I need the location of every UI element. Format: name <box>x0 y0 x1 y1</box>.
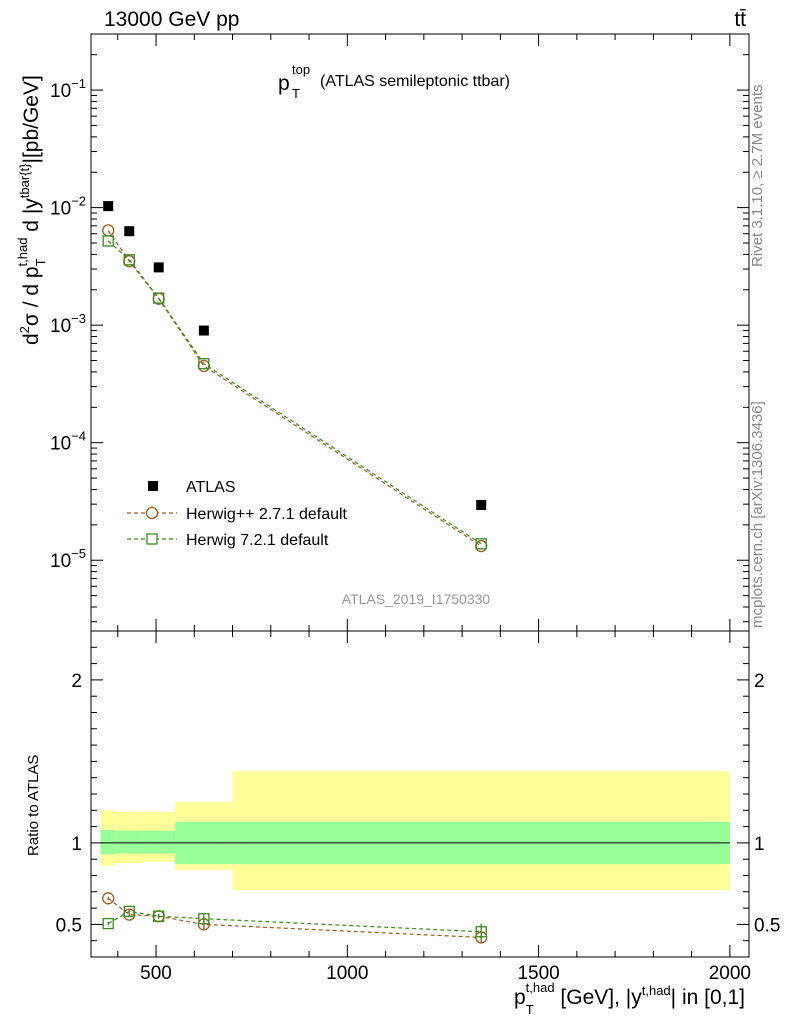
x-tick-label: 2000 <box>709 963 751 984</box>
ratio-series-line <box>107 910 482 933</box>
ratio-y-tick-label: 2 <box>754 671 765 692</box>
legend: ATLAS Herwig++ 2.7.1 default Herwig 7.2.… <box>127 479 348 549</box>
legend-marker-herwigpp <box>145 506 159 520</box>
analysis-watermark: ATLAS_2019_I1750330 <box>342 591 491 607</box>
atlas-data-point <box>124 226 135 237</box>
x-tick-label: 500 <box>140 963 172 984</box>
atlas-data-point <box>153 262 164 273</box>
x-tick-label: 1500 <box>517 963 559 984</box>
ratio-y-label: Ratio to ATLAS <box>25 755 42 856</box>
main-y-label: d2σ / d pTt,had d |ytbar{t}|[pb/GeV] <box>15 75 48 345</box>
title-main: ATLAS semileptonic ttbar <box>325 73 505 90</box>
ratio-y-tick-label: 1 <box>71 834 82 855</box>
legend-marker-herwig7 <box>146 533 158 545</box>
title-subscript: T <box>292 86 300 101</box>
atlas-data-point <box>476 500 487 511</box>
main-herwig7-point <box>153 292 165 304</box>
ratio-band-inner <box>142 830 176 854</box>
title-superscript: top <box>292 62 310 77</box>
main-herwig7-point <box>123 254 135 266</box>
ratio-y-tick-label: 2 <box>71 671 82 692</box>
ratio-herwig7-point <box>198 913 210 925</box>
ratio-herwig7-point <box>123 905 135 918</box>
title-text: (ATLAS semileptonic ttbar) <box>320 73 510 90</box>
ratio-herwigpp-point <box>102 892 115 905</box>
main-y-tick-label: 10−4 <box>50 429 86 455</box>
ratio-herwig7-point <box>153 910 165 922</box>
x-tick-label: 1000 <box>326 963 368 984</box>
main-y-tick-label: 10−5 <box>50 546 86 572</box>
ratio-band-inner <box>100 829 116 855</box>
main-series-line <box>107 230 482 547</box>
plot-title: p top T (ATLAS semileptonic ttbar) <box>278 62 510 101</box>
chart-marks: 10−5 10−4 10−3 10−2 10−1 500 1000 1500 2000 0.5 0.… <box>50 34 780 984</box>
mcplots-credit-text: mcplots.cern.ch [arXiv:1306.3436] <box>749 401 766 628</box>
legend-label-herwigpp: Herwig++ 2.7.1 default <box>186 506 348 523</box>
process-label: tt̄ <box>734 8 746 31</box>
ratio-y-tick-label: 0.5 <box>56 915 82 936</box>
title-symbol: p <box>278 72 290 95</box>
ratio-herwig7-point <box>102 917 114 930</box>
main-herwigpp-point <box>197 359 211 373</box>
energy-label: 13000 GeV pp <box>104 8 239 31</box>
legend-label-atlas: ATLAS <box>186 479 236 496</box>
atlas-data-point <box>198 325 209 336</box>
main-y-tick-label: 10−3 <box>50 311 86 337</box>
main-herwig7-point <box>198 358 210 370</box>
ratio-herwig7-point <box>475 926 487 938</box>
x-axis-label: pTt,had [GeV], |yt,had| in [0,1] <box>514 980 745 1017</box>
main-herwig7-point <box>475 538 487 550</box>
legend-label-herwig7: Herwig 7.2.1 default <box>186 532 329 549</box>
main-y-tick-label: 10−1 <box>50 76 86 102</box>
main-herwig7-point <box>102 235 114 247</box>
main-herwigpp-point <box>475 539 488 553</box>
ratio-band-inner <box>115 830 143 854</box>
atlas-data-point <box>103 201 114 212</box>
rivet-version-text: Rivet 3.1.10, ≥ 2.7M events <box>749 85 766 268</box>
main-y-tick-label: 10−2 <box>50 194 86 220</box>
main-series-line <box>107 240 482 545</box>
legend-marker-atlas <box>148 481 158 491</box>
ratio-y-tick-label: 0.5 <box>754 915 780 936</box>
ratio-y-tick-label: 1 <box>754 834 765 855</box>
